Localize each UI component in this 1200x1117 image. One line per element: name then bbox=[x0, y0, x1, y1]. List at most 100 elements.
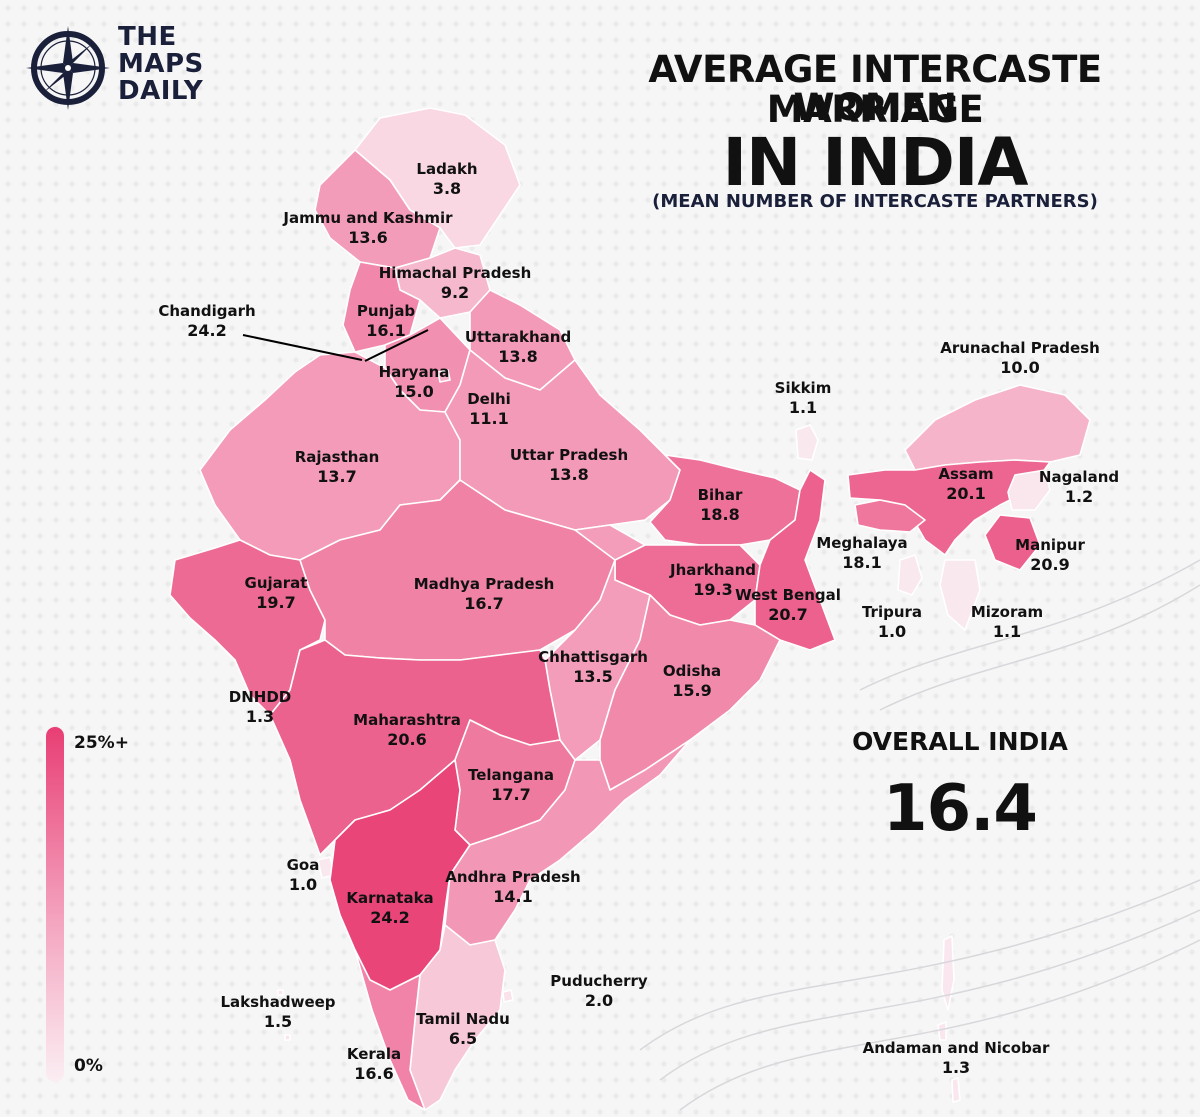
region-tripura bbox=[897, 554, 923, 596]
region-label-lakshadweep: Lakshadweep 1.5 bbox=[220, 993, 335, 1032]
region-label-arunachal-pradesh: Arunachal Pradesh 10.0 bbox=[940, 339, 1100, 378]
region-label-odisha: Odisha 15.9 bbox=[663, 662, 721, 701]
region-name: Lakshadweep bbox=[220, 993, 336, 1011]
region-lakshadweep bbox=[277, 989, 291, 1041]
region-name: Karnataka bbox=[346, 889, 434, 907]
haryana-leader-line bbox=[364, 329, 429, 362]
chandigarh-leader-line bbox=[242, 334, 363, 361]
region-value: 18.1 bbox=[842, 553, 882, 572]
region-odisha bbox=[599, 594, 781, 791]
region-label-uttar-pradesh: Uttar Pradesh 13.8 bbox=[510, 446, 628, 485]
region-west-bengal bbox=[754, 469, 836, 651]
region-value: 24.2 bbox=[370, 908, 410, 927]
region-label-assam: Assam 20.1 bbox=[938, 465, 993, 504]
region-name: Delhi bbox=[467, 390, 511, 408]
region-label-haryana: Haryana 15.0 bbox=[379, 363, 450, 402]
region-name: Chandigarh bbox=[158, 302, 256, 320]
region-name: Arunachal Pradesh bbox=[940, 339, 1100, 357]
region-name: West Bengal bbox=[735, 586, 841, 604]
region-value: 19.7 bbox=[256, 593, 296, 612]
region-name: Nagaland bbox=[1038, 468, 1120, 486]
region-name: Goa bbox=[286, 856, 320, 874]
region-value: 16.6 bbox=[354, 1064, 394, 1083]
region-label-karnataka: Karnataka 24.2 bbox=[346, 889, 433, 928]
region-value: 1.3 bbox=[941, 1058, 971, 1077]
region-name: Jammu and Kashmir bbox=[283, 209, 453, 227]
region-value: 2.0 bbox=[584, 991, 614, 1010]
region-label-meghalaya: Meghalaya 18.1 bbox=[816, 534, 907, 573]
legend-max-label: 25%+ bbox=[74, 733, 129, 753]
region-meghalaya bbox=[854, 499, 926, 533]
region-value: 18.8 bbox=[700, 505, 740, 524]
region-value: 13.6 bbox=[348, 228, 388, 247]
compass-logo-icon bbox=[26, 26, 110, 110]
region-value: 6.5 bbox=[448, 1029, 478, 1048]
region-value: 15.0 bbox=[394, 382, 434, 401]
region-name: Telangana bbox=[467, 766, 555, 784]
region-name: Jharkhand bbox=[670, 561, 756, 579]
region-value: 13.8 bbox=[549, 465, 589, 484]
region-label-tamil-nadu: Tamil Nadu 6.5 bbox=[416, 1010, 510, 1049]
region-label-andaman-and-nicobar: Andaman and Nicobar 1.3 bbox=[863, 1039, 1050, 1078]
region-value: 20.9 bbox=[1030, 555, 1070, 574]
region-andhra-pradesh bbox=[444, 739, 691, 946]
region-value: 20.1 bbox=[946, 484, 986, 503]
region-label-himachal-pradesh: Himachal Pradesh 9.2 bbox=[379, 264, 532, 303]
region-value: 1.2 bbox=[1064, 487, 1094, 506]
region-label-tripura: Tripura 1.0 bbox=[862, 603, 922, 642]
region-value: 14.1 bbox=[493, 887, 533, 906]
region-value: 1.1 bbox=[992, 622, 1022, 641]
region-label-west-bengal: West Bengal 20.7 bbox=[735, 586, 841, 625]
subtitle: (MEAN NUMBER OF INTERCASTE PARTNERS) bbox=[652, 191, 1098, 212]
region-value: 1.0 bbox=[288, 875, 318, 894]
region-manipur bbox=[984, 514, 1041, 571]
region-name: Tripura bbox=[861, 603, 923, 621]
region-label-dnhdd: DNHDD 1.3 bbox=[229, 688, 291, 727]
region-name: Meghalaya bbox=[816, 534, 908, 552]
region-name: Gujarat bbox=[244, 574, 308, 592]
region-value: 17.7 bbox=[491, 785, 531, 804]
region-value: 1.1 bbox=[788, 398, 818, 417]
title-line-1: AVERAGE INTERCASTE MARRIAGE bbox=[648, 48, 1102, 131]
region-name: Sikkim bbox=[774, 379, 832, 397]
region-value: 15.9 bbox=[672, 681, 712, 700]
region-label-mizoram: Mizoram 1.1 bbox=[971, 603, 1043, 642]
region-value: 1.5 bbox=[263, 1012, 293, 1031]
region-name: Assam bbox=[938, 465, 994, 483]
region-value: 13.5 bbox=[573, 667, 613, 686]
region-delhi bbox=[437, 369, 451, 383]
region-name: Andaman and Nicobar bbox=[862, 1039, 1050, 1057]
region-name: Tamil Nadu bbox=[416, 1010, 510, 1028]
brand-line-3: DAILY bbox=[118, 76, 204, 106]
region-label-chhattisgarh: Chhattisgarh 13.5 bbox=[538, 648, 648, 687]
region-name: Himachal Pradesh bbox=[378, 264, 532, 282]
region-name: Uttar Pradesh bbox=[509, 446, 629, 464]
region-name: Puducherry bbox=[550, 972, 648, 990]
region-label-punjab: Punjab 16.1 bbox=[357, 302, 415, 341]
region-mizoram bbox=[939, 559, 981, 631]
region-label-bihar: Bihar 18.8 bbox=[698, 486, 743, 525]
region-kerala bbox=[354, 949, 426, 1111]
region-puducherry bbox=[502, 989, 514, 1003]
region-label-jammu-and-kashmir: Jammu and Kashmir 13.6 bbox=[283, 209, 452, 248]
region-label-madhya-pradesh: Madhya Pradesh 16.7 bbox=[414, 575, 555, 614]
brand-wordmark: THE MAPS DAILY bbox=[118, 24, 204, 105]
region-label-nagaland: Nagaland 1.2 bbox=[1039, 468, 1119, 507]
region-value: 16.7 bbox=[464, 594, 504, 613]
region-name: Mizoram bbox=[970, 603, 1044, 621]
region-label-uttarakhand: Uttarakhand 13.8 bbox=[465, 328, 571, 367]
brand-line-1: THE bbox=[118, 22, 177, 52]
region-bihar bbox=[649, 454, 801, 546]
overall-india-label: OVERALL INDIA bbox=[852, 727, 1068, 756]
title-line-2: WOMEN bbox=[793, 86, 957, 129]
region-label-andhra-pradesh: Andhra Pradesh 14.1 bbox=[445, 868, 580, 907]
region-sikkim bbox=[795, 424, 819, 461]
region-label-rajasthan: Rajasthan 13.7 bbox=[295, 448, 380, 487]
region-value: 16.1 bbox=[366, 321, 406, 340]
region-value: 13.8 bbox=[498, 347, 538, 366]
region-value: 13.7 bbox=[317, 467, 357, 486]
region-name: Kerala bbox=[346, 1045, 402, 1063]
region-name: Bihar bbox=[697, 486, 743, 504]
legend-gradient-bar bbox=[46, 727, 64, 1082]
